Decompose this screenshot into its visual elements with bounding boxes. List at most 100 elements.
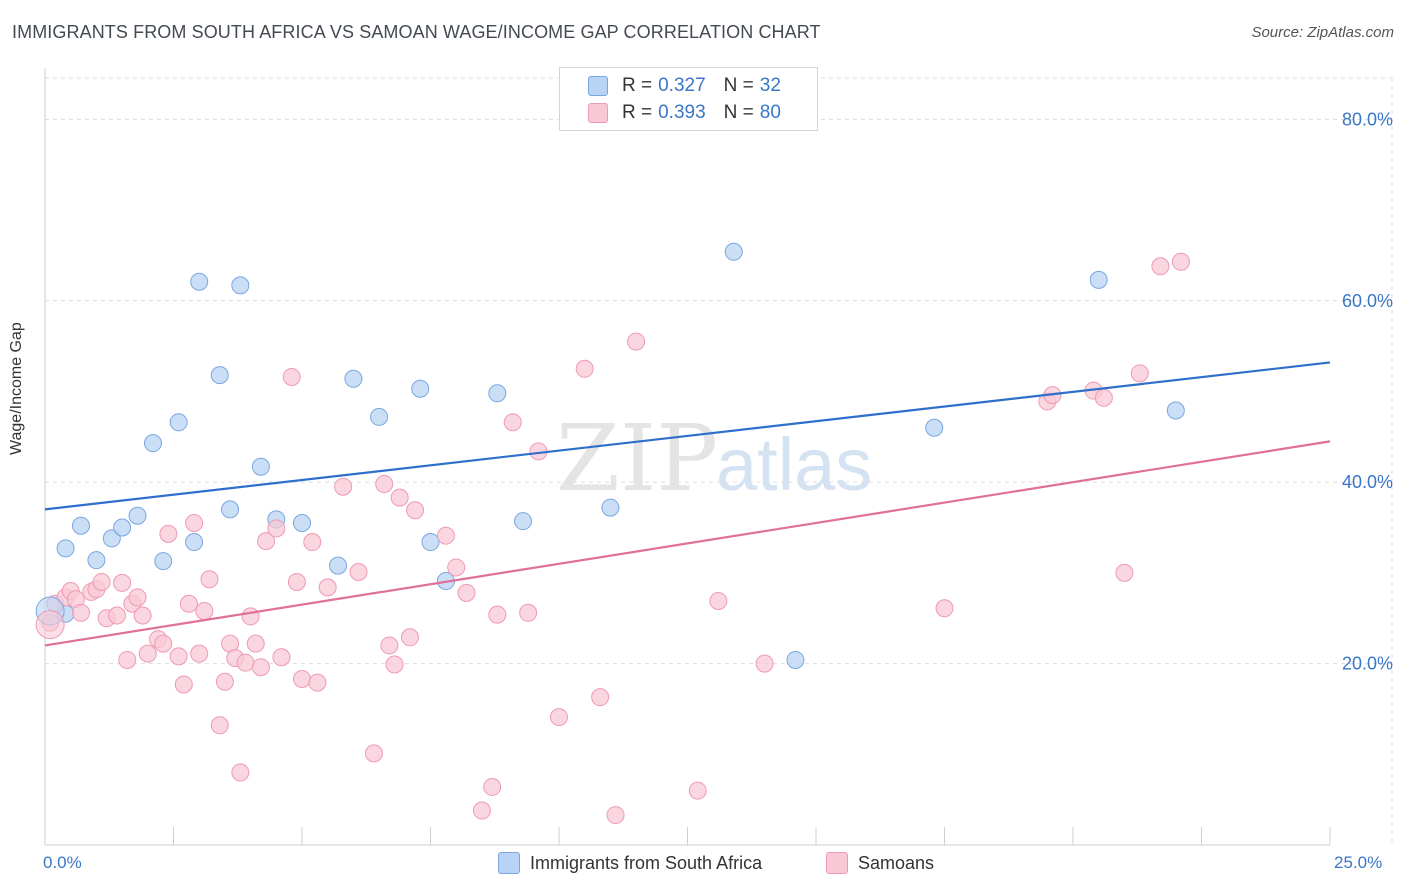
point-samoans xyxy=(575,359,594,378)
point-south-africa xyxy=(925,418,944,437)
point-samoans xyxy=(257,532,276,551)
point-south-africa xyxy=(488,384,507,403)
legend-r-label: R = xyxy=(622,102,653,123)
y-tick-label: 40.0% xyxy=(1342,472,1393,492)
point-south-africa xyxy=(411,379,430,398)
point-samoans xyxy=(318,578,337,597)
point-samoans xyxy=(375,474,394,493)
legend-n-label: N = xyxy=(723,75,754,96)
point-samoans xyxy=(272,648,291,667)
legend-r-value: 0.393 xyxy=(658,102,706,123)
point-samoans xyxy=(1094,388,1113,407)
point-samoans xyxy=(472,801,491,820)
point-samoans xyxy=(200,570,219,589)
point-samoans xyxy=(390,488,409,507)
legend-n-label: N = xyxy=(723,102,754,123)
point-samoans xyxy=(287,572,306,591)
point-samoans xyxy=(107,606,126,625)
point-samoans xyxy=(128,588,147,607)
point-south-africa xyxy=(370,407,389,426)
point-samoans xyxy=(364,744,383,763)
point-samoans xyxy=(483,777,502,796)
bottom-legend-label: Samoans xyxy=(858,852,935,873)
point-samoans xyxy=(267,519,286,538)
legend-swatch-pink xyxy=(588,103,608,123)
point-samoans xyxy=(406,501,425,520)
point-samoans xyxy=(935,599,954,618)
point-samoans xyxy=(231,763,250,782)
point-south-africa xyxy=(113,518,132,537)
points xyxy=(35,242,1190,825)
point-south-africa xyxy=(786,650,805,669)
point-samoans xyxy=(190,644,209,663)
point-samoans xyxy=(118,650,137,669)
stats-legend: R = 0.327 N = 32 R = 0.393 N = 80 xyxy=(559,67,818,131)
point-south-africa xyxy=(143,434,162,453)
point-south-africa xyxy=(87,551,106,570)
y-axis-label: Wage/Income Gap xyxy=(8,322,25,455)
point-samoans xyxy=(92,572,111,591)
point-samoans xyxy=(133,606,152,625)
point-samoans xyxy=(519,603,538,622)
point-samoans xyxy=(236,653,255,672)
point-samoans xyxy=(1171,252,1190,271)
point-samoans xyxy=(436,526,455,545)
point-samoans xyxy=(400,628,419,647)
point-samoans xyxy=(334,477,353,496)
point-samoans xyxy=(380,636,399,655)
y-tick-labels: 20.0% 40.0% 60.0% 80.0% xyxy=(1342,109,1393,673)
point-samoans xyxy=(251,658,270,677)
watermark-atlas: atlas xyxy=(716,423,872,506)
x-tick-label-max: 25.0% xyxy=(1334,853,1383,872)
point-samoans xyxy=(113,573,132,592)
point-samoans xyxy=(195,601,214,620)
legend-swatch-blue xyxy=(588,76,608,96)
point-samoans xyxy=(1115,563,1134,582)
point-south-africa xyxy=(128,506,147,525)
trend-line-samoans xyxy=(44,440,1331,647)
point-samoans xyxy=(503,413,522,432)
point-samoans xyxy=(169,647,188,666)
bottom-legend-samoans: Samoans xyxy=(826,852,934,874)
legend-r-label: R = xyxy=(622,75,653,96)
point-south-africa xyxy=(1089,270,1108,289)
legend-n-value: 32 xyxy=(759,75,781,96)
point-samoans xyxy=(627,332,646,351)
point-samoans xyxy=(385,655,404,674)
point-samoans xyxy=(241,607,260,626)
point-south-africa xyxy=(169,413,188,432)
point-south-africa xyxy=(231,276,250,295)
point-samoans xyxy=(308,673,327,692)
legend-row-samoans: R = 0.393 N = 80 xyxy=(588,101,781,125)
watermark: ZIP atlas xyxy=(556,405,872,512)
point-south-africa xyxy=(190,272,209,291)
point-samoans xyxy=(488,605,507,624)
point-samoans xyxy=(174,675,193,694)
x-tick-label-min: 0.0% xyxy=(43,853,82,872)
point-samoans xyxy=(1151,257,1170,276)
point-samoans xyxy=(179,594,198,613)
point-samoans xyxy=(457,583,476,602)
point-south-africa xyxy=(251,457,270,476)
point-samoans xyxy=(550,708,568,727)
point-samoans xyxy=(293,670,311,689)
point-samoans xyxy=(688,781,707,800)
point-south-africa xyxy=(421,533,440,552)
y-tick-label: 20.0% xyxy=(1342,654,1393,674)
trend-line-south-africa xyxy=(44,361,1331,511)
y-tick-label: 60.0% xyxy=(1342,291,1393,311)
point-samoans xyxy=(349,562,368,581)
point-samoans xyxy=(71,603,90,622)
point-samoans xyxy=(282,367,301,386)
point-south-africa xyxy=(56,539,75,558)
point-south-africa xyxy=(328,556,347,575)
legend-row-south-africa: R = 0.327 N = 32 xyxy=(588,74,781,98)
point-samoans xyxy=(303,533,322,552)
point-samoans xyxy=(185,513,204,532)
bottom-legend-swatch-blue xyxy=(498,852,520,874)
point-samoans xyxy=(215,672,234,691)
point-cluster-samoans xyxy=(35,610,65,640)
point-samoans xyxy=(709,592,728,611)
point-south-africa xyxy=(724,242,743,261)
